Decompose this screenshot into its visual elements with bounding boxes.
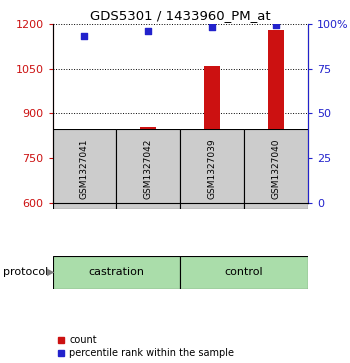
Title: GDS5301 / 1433960_PM_at: GDS5301 / 1433960_PM_at [90,9,271,23]
Bar [116,129,180,209]
Point [146,28,151,34]
Text: control: control [225,267,264,277]
Bar [180,129,244,209]
Text: GSM1327041: GSM1327041 [80,139,89,199]
Bar [140,127,156,203]
Bar [76,167,92,203]
Bar [180,256,308,289]
Point [82,33,87,39]
Point [273,23,279,28]
Text: GSM1327042: GSM1327042 [144,139,153,199]
Text: castration: castration [88,267,144,277]
Point [209,24,215,30]
Text: GSM1327039: GSM1327039 [208,138,217,199]
Text: protocol: protocol [4,267,49,277]
Bar [268,29,284,203]
Text: ▶: ▶ [47,267,55,277]
Bar [52,256,180,289]
Text: GSM1327040: GSM1327040 [272,139,281,199]
Bar [244,129,308,209]
Bar [204,65,220,203]
Bar [52,129,116,209]
Legend: count, percentile rank within the sample: count, percentile rank within the sample [57,335,234,358]
